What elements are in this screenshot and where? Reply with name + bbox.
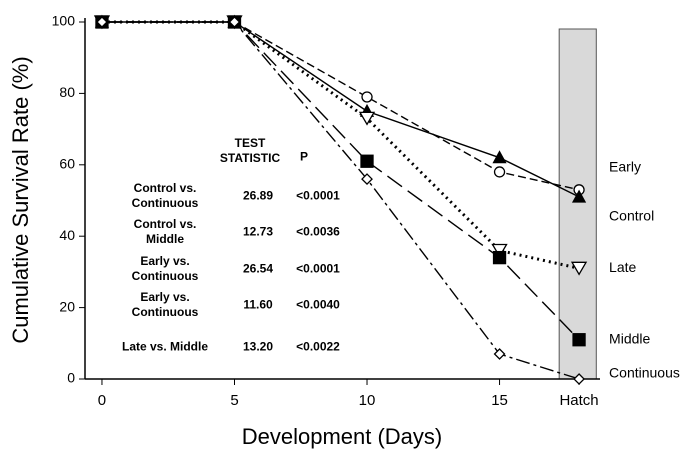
marker bbox=[571, 189, 587, 203]
x-tick-label: 5 bbox=[230, 392, 238, 409]
y-tick-label: 0 bbox=[67, 370, 75, 386]
marker bbox=[572, 333, 586, 347]
table-cell: 26.54 bbox=[242, 261, 274, 276]
y-tick-label: 100 bbox=[52, 13, 76, 29]
table-cell: Control vs. Continuous bbox=[131, 181, 199, 210]
table-cell: Late vs. Middle bbox=[121, 339, 209, 354]
table-cell: 11.60 bbox=[243, 297, 273, 312]
y-tick-label: 40 bbox=[59, 227, 75, 243]
table-cell: Control vs. Middle bbox=[133, 217, 197, 246]
x-axis-label: Development (Days) bbox=[242, 424, 443, 449]
marker bbox=[358, 111, 376, 126]
x-tick-label: 15 bbox=[491, 392, 508, 409]
marker bbox=[361, 173, 373, 185]
marker bbox=[492, 250, 507, 265]
table-cell: <0.0001 bbox=[296, 261, 340, 276]
x-tick-label: 0 bbox=[98, 392, 106, 409]
marker bbox=[361, 91, 373, 103]
table-cell: 12.73 bbox=[242, 224, 274, 239]
y-tick-label: 80 bbox=[59, 84, 75, 100]
y-tick-label: 60 bbox=[59, 156, 75, 172]
marker bbox=[492, 150, 507, 164]
series-label: Late bbox=[609, 259, 636, 275]
marker bbox=[491, 243, 508, 258]
table-cell: 26.89 bbox=[242, 188, 274, 203]
table-cell: TEST STATISTIC bbox=[219, 136, 281, 165]
series-label: Early bbox=[609, 158, 641, 174]
y-tick-label: 20 bbox=[59, 298, 75, 314]
marker bbox=[360, 154, 374, 168]
table-cell: <0.0040 bbox=[296, 297, 340, 312]
marker bbox=[96, 16, 108, 28]
series-line bbox=[101, 20, 580, 270]
table-cell: 13.20 bbox=[242, 339, 274, 354]
x-tick-label: 10 bbox=[359, 392, 376, 409]
series-label: Continuous bbox=[609, 365, 680, 381]
hatch-band bbox=[558, 28, 597, 380]
x-tick-label: Hatch bbox=[559, 392, 598, 409]
series-line bbox=[101, 21, 580, 198]
series-label: Middle bbox=[609, 330, 650, 346]
marker bbox=[493, 166, 506, 178]
table-cell: <0.0001 bbox=[296, 188, 340, 203]
table-cell: Early vs. Continuous bbox=[131, 254, 199, 283]
y-axis-label: Cumulative Survival Rate (%) bbox=[8, 56, 33, 343]
table-cell: <0.0036 bbox=[296, 224, 340, 239]
marker bbox=[228, 16, 241, 28]
marker bbox=[573, 373, 585, 385]
series-label: Control bbox=[609, 208, 654, 224]
series-line bbox=[101, 21, 580, 191]
table-cell: <0.0022 bbox=[296, 339, 340, 354]
table-cell: P bbox=[299, 149, 308, 164]
marker bbox=[570, 261, 588, 276]
table-cell: Early vs. Continuous bbox=[131, 290, 199, 319]
marker bbox=[493, 348, 506, 360]
